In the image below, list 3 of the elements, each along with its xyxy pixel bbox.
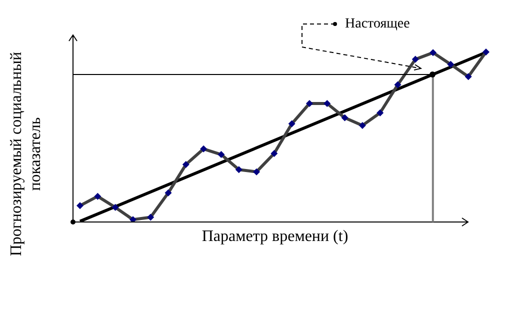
y-axis-title: Прогнозируемый социальный показатель xyxy=(7,50,45,258)
text: Настоящее xyxy=(345,16,410,32)
x-axis-title: Параметр времени (t) xyxy=(200,228,350,246)
